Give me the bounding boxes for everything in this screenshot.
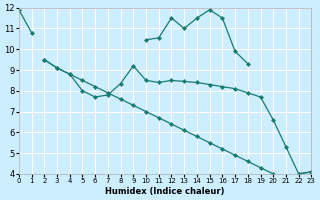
X-axis label: Humidex (Indice chaleur): Humidex (Indice chaleur) [105,187,225,196]
